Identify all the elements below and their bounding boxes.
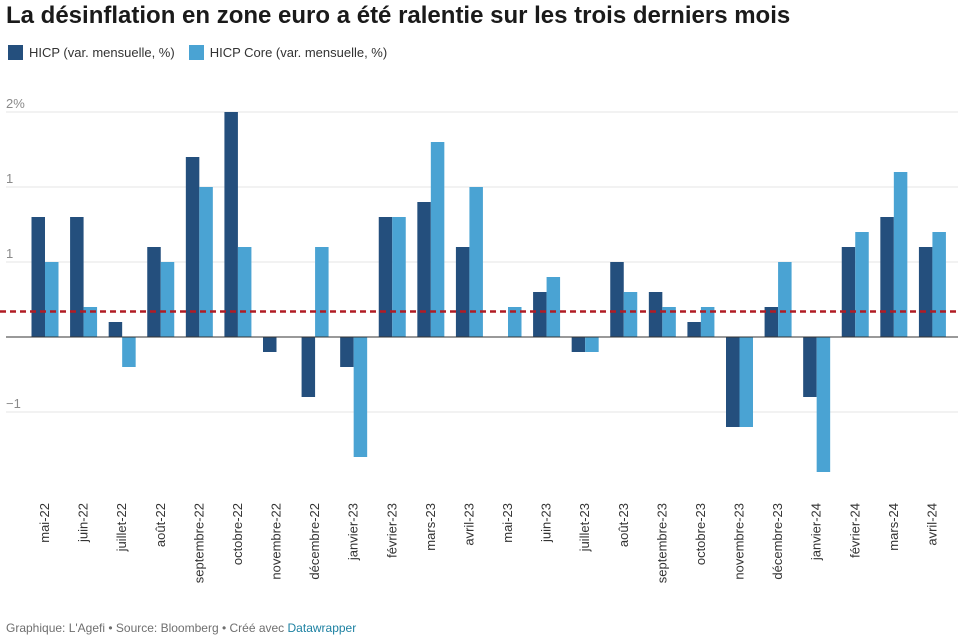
bar-hicp bbox=[648, 292, 663, 337]
bar-core bbox=[700, 307, 715, 337]
bar-hicp bbox=[571, 337, 586, 352]
bar-core bbox=[199, 187, 213, 337]
x-tick-label: août-23 bbox=[616, 503, 631, 547]
x-tick-label: juillet-23 bbox=[577, 503, 592, 552]
y-tick-label: 1 bbox=[6, 171, 13, 186]
bar-core bbox=[122, 337, 136, 367]
bar-hicp bbox=[726, 337, 740, 427]
bar-core bbox=[623, 292, 638, 337]
bar-core bbox=[469, 187, 483, 337]
bar-hicp bbox=[764, 307, 779, 337]
bar-hicp bbox=[455, 247, 470, 337]
bar-hicp bbox=[918, 247, 933, 337]
x-tick-label: février-23 bbox=[384, 503, 399, 558]
bar-core bbox=[160, 262, 175, 337]
x-tick-label: janvier-24 bbox=[809, 503, 824, 561]
x-tick-label: octobre-23 bbox=[693, 503, 708, 565]
x-tick-label: février-24 bbox=[847, 503, 862, 558]
y-tick-label: 2% bbox=[6, 96, 25, 111]
footer-source: Graphique: L'Agefi • Source: Bloomberg •… bbox=[6, 621, 288, 635]
bar-core bbox=[315, 247, 329, 337]
bar-hicp bbox=[803, 337, 817, 397]
bar-hicp bbox=[841, 247, 856, 337]
legend-label-hicp: HICP (var. mensuelle, %) bbox=[29, 45, 175, 60]
bar-hicp bbox=[147, 247, 161, 337]
legend-item-core: HICP Core (var. mensuelle, %) bbox=[188, 45, 388, 60]
bar-core bbox=[353, 337, 368, 457]
bar-hicp bbox=[687, 322, 701, 337]
bar-core bbox=[778, 262, 792, 337]
bar-hicp bbox=[70, 217, 84, 337]
x-tick-label: avril-24 bbox=[924, 503, 939, 546]
x-tick-label: mars-24 bbox=[886, 503, 901, 551]
y-tick-label: −1 bbox=[6, 396, 21, 411]
bar-hicp bbox=[108, 322, 123, 337]
x-tick-label: juin-22 bbox=[76, 503, 91, 543]
x-tick-label: mai-23 bbox=[500, 503, 515, 543]
x-tick-label: mai-22 bbox=[37, 503, 52, 543]
bar-core bbox=[45, 262, 59, 337]
x-tick-label: octobre-22 bbox=[230, 503, 245, 565]
bar-core bbox=[893, 172, 908, 337]
bar-core bbox=[83, 307, 98, 337]
bar-hicp bbox=[263, 337, 277, 352]
bar-core bbox=[392, 217, 406, 337]
bar-core bbox=[585, 337, 599, 352]
x-tick-label: décembre-22 bbox=[307, 503, 322, 580]
bar-hicp bbox=[610, 262, 624, 337]
bar-core bbox=[932, 232, 946, 337]
bar-hicp bbox=[301, 337, 316, 397]
x-tick-label: juillet-22 bbox=[114, 503, 129, 552]
datawrapper-link[interactable]: Datawrapper bbox=[287, 621, 357, 635]
bar-hicp bbox=[417, 202, 431, 337]
legend: HICP (var. mensuelle, %) HICP Core (var.… bbox=[8, 45, 387, 60]
bar-core bbox=[739, 337, 753, 427]
legend-label-core: HICP Core (var. mensuelle, %) bbox=[209, 45, 388, 60]
legend-swatch-hicp bbox=[8, 45, 23, 60]
x-tick-label: août-22 bbox=[153, 503, 168, 547]
bar-hicp bbox=[31, 217, 45, 337]
x-tick-label: mars-23 bbox=[423, 503, 438, 551]
legend-item-hicp: HICP (var. mensuelle, %) bbox=[8, 45, 175, 60]
x-tick-label: décembre-23 bbox=[770, 503, 785, 580]
y-tick-label: 1 bbox=[6, 246, 13, 261]
bar-core bbox=[546, 277, 561, 337]
bar-hicp bbox=[880, 217, 894, 337]
chart-title: La désinflation en zone euro a été ralen… bbox=[6, 2, 791, 29]
bar-core bbox=[662, 307, 676, 337]
bar-hicp bbox=[533, 292, 547, 337]
legend-swatch-core bbox=[188, 45, 204, 60]
x-tick-label: avril-23 bbox=[461, 503, 476, 546]
bar-core bbox=[508, 307, 522, 337]
x-tick-label: septembre-23 bbox=[654, 503, 669, 583]
bar-core bbox=[237, 247, 252, 337]
bar-hicp bbox=[224, 112, 238, 337]
x-tick-label: septembre-22 bbox=[191, 503, 206, 583]
bar-hicp bbox=[185, 157, 200, 337]
x-tick-label: novembre-23 bbox=[732, 503, 747, 580]
footer-credits: Graphique: L'Agefi • Source: Bloomberg •… bbox=[6, 621, 356, 635]
bar-hicp bbox=[340, 337, 354, 367]
bar-core bbox=[816, 337, 831, 472]
bar-hicp bbox=[378, 217, 393, 337]
x-tick-label: juin-23 bbox=[539, 503, 554, 543]
x-tick-label: novembre-22 bbox=[269, 503, 284, 580]
bar-chart: 2% 1 1 −1 mai-22 juin-22 juillet-22 août-22 sept… bbox=[0, 96, 958, 583]
bar-core bbox=[430, 142, 445, 337]
x-tick-label: janvier-23 bbox=[346, 503, 361, 561]
bar-core bbox=[855, 232, 869, 337]
